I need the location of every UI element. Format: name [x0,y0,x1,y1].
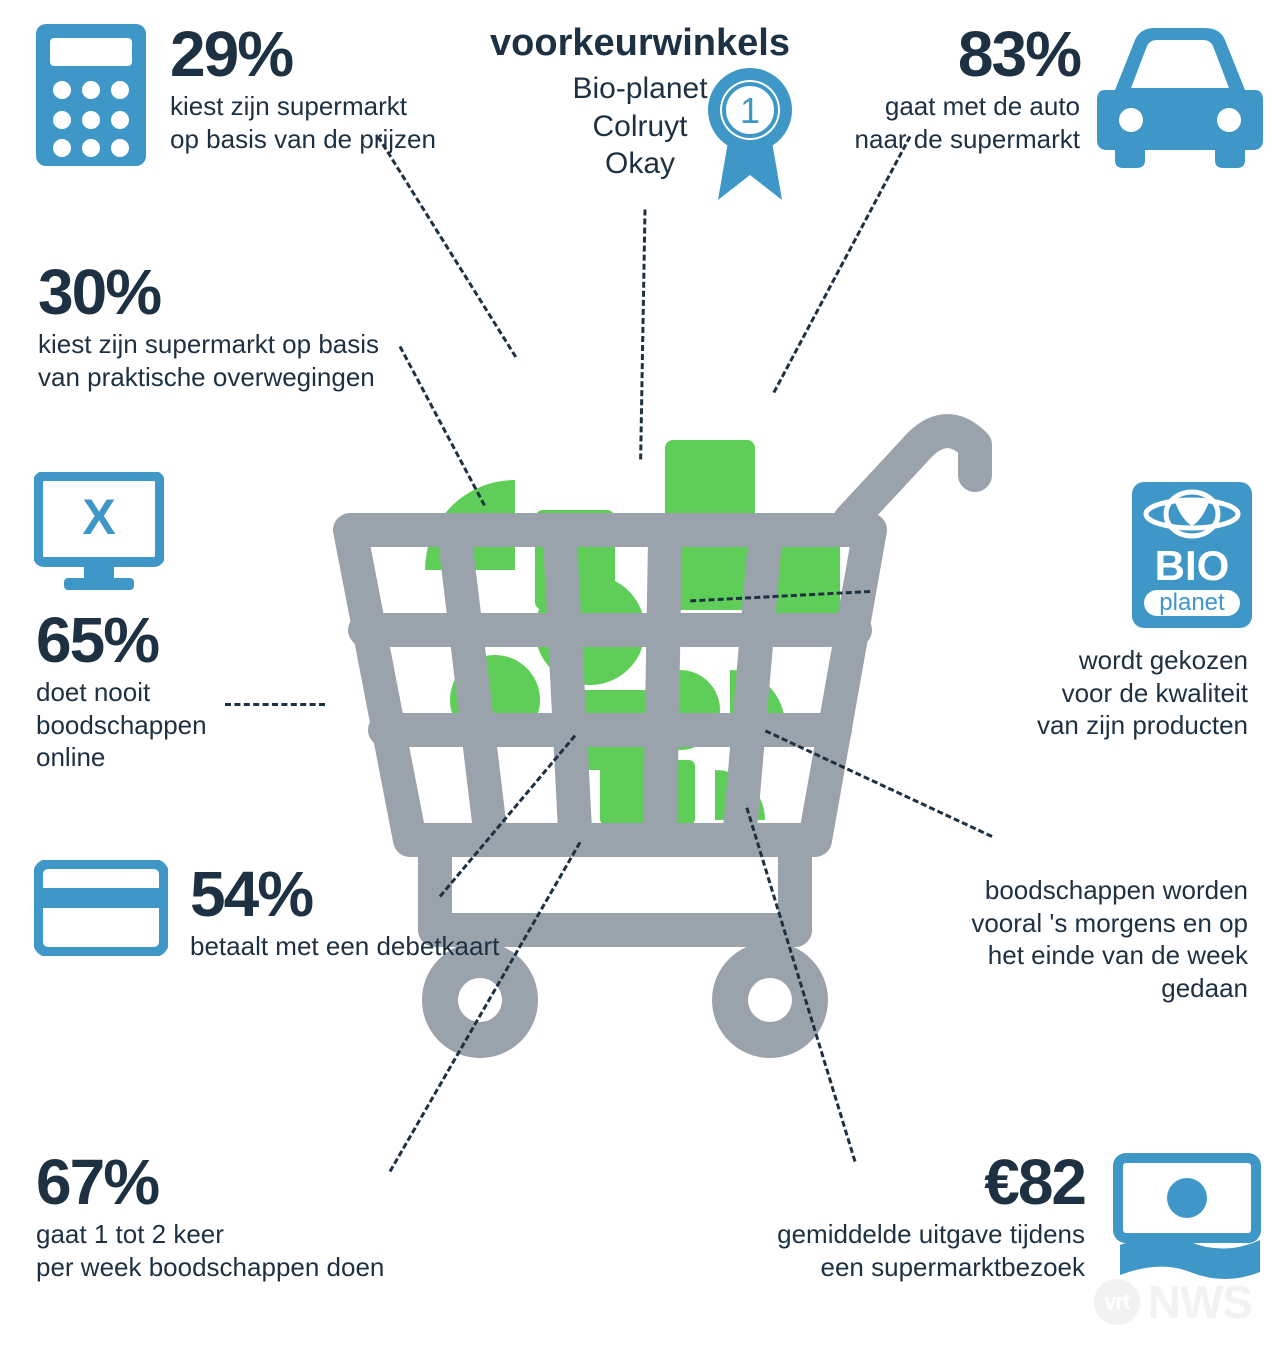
watermark-logo: vrt NWS [1094,1275,1252,1329]
stat-practical: 30% kiest zijn supermarkt op basisvan pr… [38,260,379,393]
stat-practical-value: 30% [38,260,379,324]
svg-text:X: X [82,489,115,545]
shopping-cart-illustration [295,330,995,1090]
card-icon [34,860,168,956]
stat-prices: 29% kiest zijn supermarktop basis van de… [170,22,436,155]
stat-car-text: gaat met de autonaar de supermarkt [855,90,1080,155]
stat-online-value: 65% [36,608,207,672]
monitor-icon: X [34,472,164,590]
stat-spend: €82 gemiddelde uitgave tijdenseen superm… [777,1150,1085,1283]
stat-timing-text: boodschappen wordenvooral 's morgens en … [971,874,1248,1004]
stat-prices-text: kiest zijn supermarktop basis van de pri… [170,90,436,155]
stat-debit-value: 54% [190,862,499,926]
watermark-small: vrt [1094,1279,1140,1325]
award-ribbon-icon: 1 [700,60,800,210]
stat-prices-value: 29% [170,22,436,86]
bioplanet-text-top: BIO [1155,542,1230,589]
stat-bioplanet: wordt gekozenvoor de kwaliteitvan zijn p… [1037,640,1248,742]
stat-spend-text: gemiddelde uitgave tijdenseen supermarkt… [777,1218,1085,1283]
stat-frequency: 67% gaat 1 tot 2 keerper week boodschapp… [36,1150,384,1283]
stat-debit-text: betaalt met een debetkaart [190,930,499,963]
award-number: 1 [740,90,760,131]
stat-car: 83% gaat met de autonaar de supermarkt [855,22,1080,155]
cash-icon [1110,1150,1265,1280]
stat-practical-text: kiest zijn supermarkt op basisvan prakti… [38,328,379,393]
stat-timing: boodschappen wordenvooral 's morgens en … [971,870,1248,1004]
bioplanet-text-bottom: planet [1159,589,1225,616]
stat-spend-value: €82 [777,1150,1085,1214]
stat-frequency-value: 67% [36,1150,384,1214]
stat-online: 65% doet nooitboodschappenonline [36,608,207,774]
connector-online [225,703,325,706]
watermark-big: NWS [1148,1275,1252,1329]
stat-car-value: 83% [855,22,1080,86]
calculator-icon [32,20,150,170]
stat-bioplanet-text: wordt gekozenvoor de kwaliteitvan zijn p… [1037,644,1248,742]
stat-online-text: doet nooitboodschappenonline [36,676,207,774]
bioplanet-icon: BIO planet [1130,480,1254,630]
car-icon [1095,20,1265,170]
stat-frequency-text: gaat 1 tot 2 keerper week boodschappen d… [36,1218,384,1283]
